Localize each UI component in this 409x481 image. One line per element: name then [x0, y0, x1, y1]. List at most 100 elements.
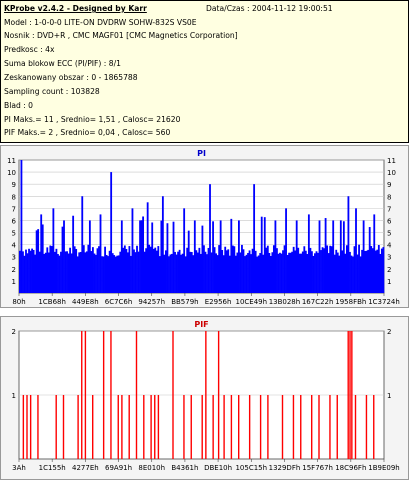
pi-bar	[297, 247, 300, 293]
pi-bar	[209, 184, 211, 293]
pi-bar	[320, 250, 322, 293]
pif-bar	[29, 395, 32, 459]
pi-bar	[382, 247, 385, 293]
pi-bar	[245, 254, 248, 293]
pi-bar	[114, 256, 117, 293]
pi-bar	[104, 246, 106, 293]
pi-bar	[35, 230, 38, 293]
pi-bar	[158, 256, 161, 293]
pif-bar	[230, 395, 233, 459]
pif-bar	[150, 395, 152, 459]
app-title: KProbe v2.4.2 - Designed by Karr	[4, 4, 147, 13]
pi-bar	[122, 247, 125, 293]
pif-bar	[318, 395, 320, 459]
pi-bar	[82, 245, 85, 293]
pi-bar	[184, 256, 187, 293]
pi-bar	[72, 215, 75, 293]
pi-bar	[41, 224, 44, 293]
y-tick-label-right: 4	[387, 242, 392, 250]
pi-bar	[254, 250, 257, 293]
pi-bar	[336, 252, 339, 293]
pi-bar	[286, 254, 289, 293]
pi-bar	[143, 251, 146, 293]
pi-bar	[76, 256, 79, 293]
pi-bar	[324, 218, 327, 293]
pi-bar	[307, 214, 310, 293]
pi-bar	[178, 249, 181, 293]
pi-bar	[190, 252, 193, 293]
pif-bar	[135, 331, 138, 459]
pi-bar	[37, 229, 40, 293]
info-ecc-blocks: Suma blokow ECC (PI/PIF) : 8/1	[4, 59, 121, 68]
pi-bar	[233, 246, 236, 293]
pi-bar	[110, 172, 113, 293]
pi-bar	[251, 248, 254, 293]
pi-bar	[29, 250, 32, 293]
pi-bar	[303, 246, 306, 293]
pi-bar	[34, 254, 37, 293]
pi-bar	[228, 255, 231, 293]
pi-bar	[20, 160, 23, 293]
pi-bar	[276, 248, 278, 293]
pi-bar	[259, 253, 262, 293]
pi-bar	[151, 222, 154, 293]
pi-bar	[268, 252, 271, 293]
pi-bar	[78, 252, 81, 293]
pi-bar	[66, 251, 68, 293]
pi-bar	[57, 254, 59, 293]
pif-bar	[117, 395, 119, 459]
pi-bar	[111, 253, 114, 293]
pi-bar	[339, 220, 342, 293]
y-tick-label-right: 11	[387, 157, 396, 165]
y-tick-label-left: 1	[12, 278, 16, 286]
pi-bar	[265, 247, 268, 293]
pif-bar	[373, 395, 375, 459]
pi-bar	[47, 252, 50, 293]
pi-bar	[19, 250, 21, 293]
info-pi-summary: PI Maks.= 11 , Srednio= 1,51 , Calosc= 2…	[4, 115, 181, 124]
y-tick-label-left: 8	[12, 193, 16, 201]
pi-bar	[291, 251, 294, 293]
pi-bar	[140, 220, 143, 293]
pi-bar	[371, 248, 374, 293]
pi-bar	[171, 253, 173, 293]
pi-bar	[282, 250, 284, 293]
pi-bar	[67, 253, 70, 293]
y-tick-label-left: 1	[12, 392, 16, 400]
x-tick-label: 1C3724h	[368, 298, 400, 306]
x-tick-label: 1958FBh	[335, 298, 366, 306]
pi-bar	[359, 256, 362, 293]
x-tick-label: 4277Eh	[72, 464, 99, 472]
pi-bar	[355, 208, 357, 293]
y-tick-label-left: 3	[12, 254, 16, 262]
pi-bar	[131, 208, 134, 293]
y-tick-label-left: 9	[12, 181, 16, 189]
pi-bar	[236, 252, 239, 293]
pi-bar	[26, 253, 29, 293]
pi-bar	[306, 254, 309, 293]
pi-bar	[295, 220, 298, 293]
pi-bar	[279, 252, 281, 293]
pi-bar	[90, 251, 93, 293]
pi-bar	[44, 252, 47, 293]
x-tick-label: E2956h	[205, 298, 232, 306]
pif-bar	[217, 331, 220, 459]
y-tick-label-left: 6	[12, 217, 17, 225]
pi-bar	[292, 246, 295, 293]
pi-bar	[108, 250, 111, 293]
pi-bar	[242, 249, 245, 293]
pi-bar	[222, 255, 225, 293]
pi-bar	[215, 253, 218, 293]
pi-bar	[28, 248, 30, 293]
pi-bar	[301, 251, 304, 293]
pi-bar	[352, 256, 354, 293]
pif-chart-panel: PIF 1 1 2 2 3Ah 1C155h 4277Eh 69A91h 8E010h B4361h…	[0, 316, 409, 480]
pi-bar	[285, 208, 287, 293]
pi-bar	[119, 251, 122, 293]
y-tick-label-right: 10	[387, 169, 396, 177]
pi-bar	[126, 252, 129, 293]
pi-bar	[69, 247, 72, 293]
pi-bar	[186, 247, 189, 293]
pi-bar	[314, 253, 316, 293]
